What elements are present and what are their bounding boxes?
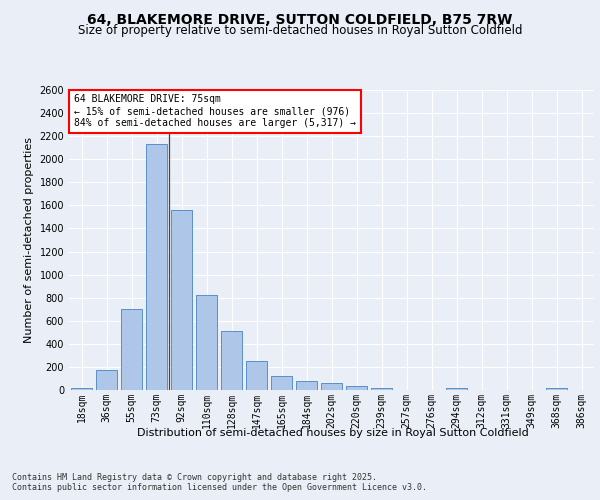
Bar bbox=[271, 376, 292, 390]
Text: Distribution of semi-detached houses by size in Royal Sutton Coldfield: Distribution of semi-detached houses by … bbox=[137, 428, 529, 438]
Bar bbox=[171, 210, 192, 390]
Bar bbox=[71, 388, 92, 390]
Bar bbox=[221, 331, 242, 390]
Bar bbox=[371, 388, 392, 390]
Text: Size of property relative to semi-detached houses in Royal Sutton Coldfield: Size of property relative to semi-detach… bbox=[78, 24, 522, 37]
Bar bbox=[446, 388, 467, 390]
Bar bbox=[296, 381, 317, 390]
Bar bbox=[246, 361, 267, 390]
Text: 64 BLAKEMORE DRIVE: 75sqm
← 15% of semi-detached houses are smaller (976)
84% of: 64 BLAKEMORE DRIVE: 75sqm ← 15% of semi-… bbox=[74, 94, 356, 128]
Text: Contains HM Land Registry data © Crown copyright and database right 2025.
Contai: Contains HM Land Registry data © Crown c… bbox=[12, 472, 427, 492]
Bar bbox=[96, 370, 117, 390]
Bar bbox=[546, 388, 567, 390]
Y-axis label: Number of semi-detached properties: Number of semi-detached properties bbox=[24, 137, 34, 343]
Bar bbox=[196, 296, 217, 390]
Text: 64, BLAKEMORE DRIVE, SUTTON COLDFIELD, B75 7RW: 64, BLAKEMORE DRIVE, SUTTON COLDFIELD, B… bbox=[88, 12, 512, 26]
Bar bbox=[121, 309, 142, 390]
Bar bbox=[321, 383, 342, 390]
Bar bbox=[146, 144, 167, 390]
Bar bbox=[346, 386, 367, 390]
